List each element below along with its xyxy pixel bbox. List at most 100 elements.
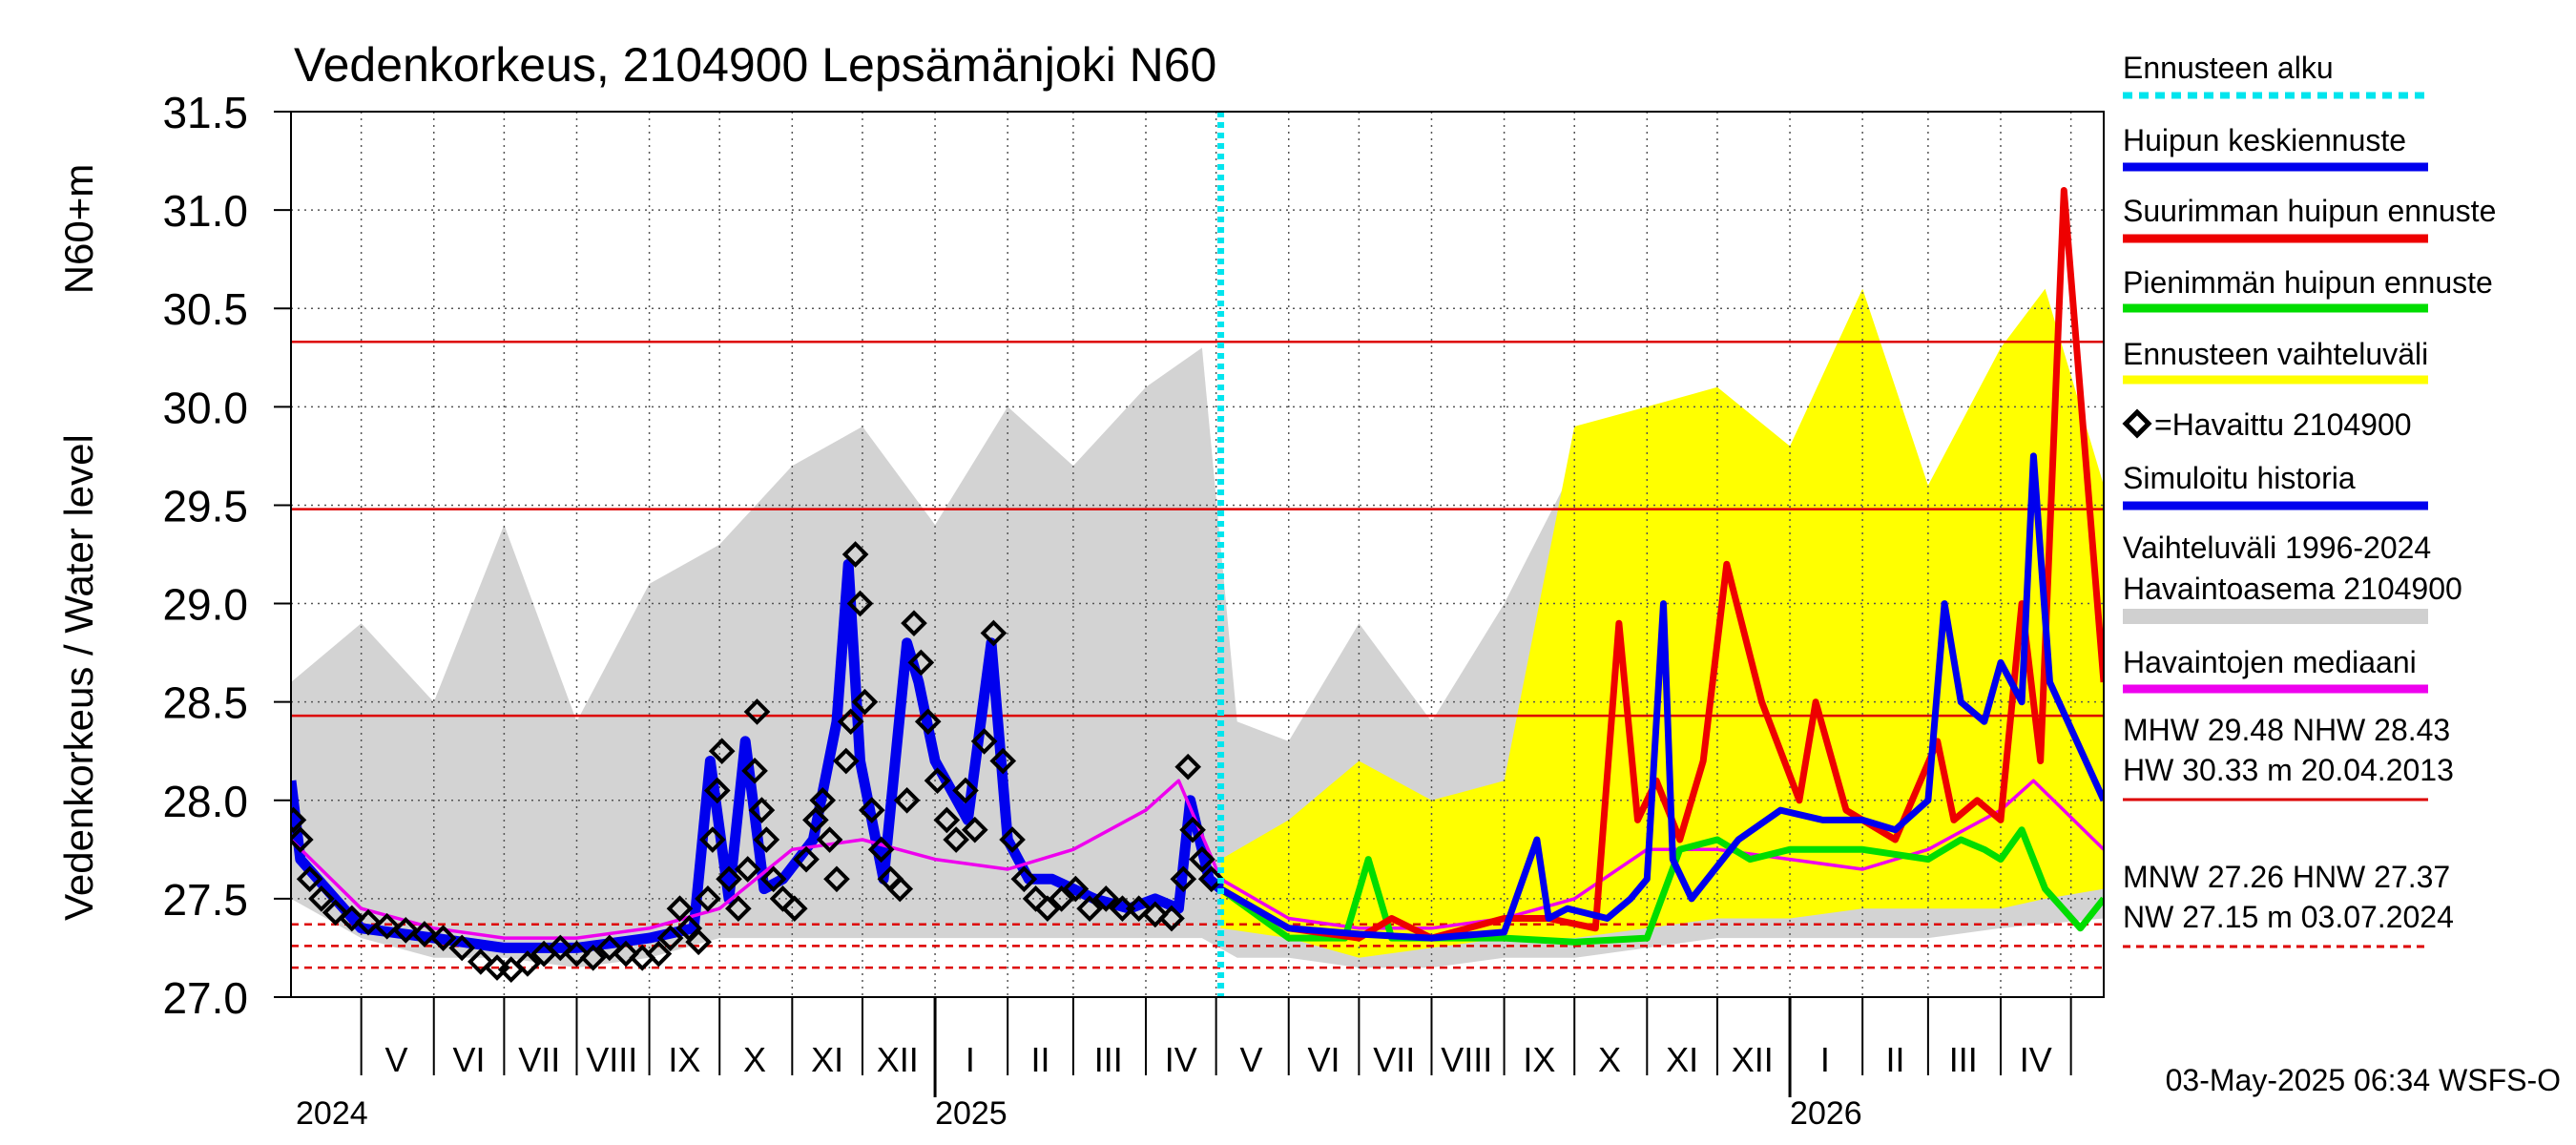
plot-area [291,112,2104,997]
month-label: XII [877,1040,919,1079]
observed-point [743,698,771,725]
legend-label: Huipun keskiennuste [2123,123,2406,157]
observed-point [322,899,349,926]
legend-label: Ennusteen vaihteluväli [2123,337,2428,371]
legend-label: Havaintojen mediaani [2123,645,2417,679]
observed-point [1125,895,1153,923]
observed-point [411,921,438,947]
observed-point [989,747,1017,775]
observed-point [699,826,726,853]
median-line [291,779,2104,940]
observed-point [914,708,942,736]
observed-point [645,940,673,968]
month-label: VIII [1441,1040,1492,1079]
month-label: IV [2020,1040,2052,1079]
y-axis-unit: N60+m [56,164,101,295]
month-label: IV [1165,1040,1197,1079]
observed-point [846,590,874,617]
observed-point [1179,816,1206,843]
month-label: X [743,1040,766,1079]
month-label: VIII [586,1040,637,1079]
month-label: I [966,1040,975,1079]
legend-label: Simuloitu historia [2123,461,2356,495]
observed-point [851,688,879,716]
observed-point [753,826,780,853]
observed-point [1189,845,1215,873]
year-label: 2025 [935,1095,1008,1132]
legend-marker [2122,408,2152,439]
observed-point [1197,865,1225,893]
legend-label: Ennusteen alku [2123,51,2334,85]
observed-point [716,865,742,893]
y-tick-label: 31.5 [162,88,248,137]
observed-point [685,928,712,956]
observed-point [656,925,684,951]
observed-point [886,875,914,903]
legend-label: Suurimman huipun ennuste [2123,194,2496,228]
observed-point [858,797,885,823]
observed-point [802,806,829,834]
observed-point [429,925,457,951]
y-tick-label: 30.5 [162,284,248,334]
month-label: XI [811,1040,843,1079]
observed-point [1092,885,1120,912]
month-label: X [1598,1040,1621,1079]
observed-point [392,917,420,944]
month-label: II [1886,1040,1905,1079]
observed-point [1141,901,1169,928]
observed-point [291,826,314,853]
observed-point [741,758,768,784]
observed-point [1076,895,1103,923]
observed-point [579,944,607,971]
observed-point [563,940,591,968]
observed-point [355,908,382,936]
plot-content [291,112,2104,997]
observed-point [823,865,850,893]
observed-point [291,806,307,834]
y-tick-label: 27.5 [162,875,248,925]
month-label: II [1031,1040,1050,1079]
observed-point [703,777,731,804]
observed-point [1158,905,1185,932]
observed-point [308,885,335,912]
observed-point [893,786,921,814]
stats-text: HW 30.33 m 20.04.2013 [2123,753,2454,787]
month-label: IX [668,1040,700,1079]
observed-point [924,767,951,794]
y-tick-label: 29.5 [162,481,248,531]
month-label: V [1239,1040,1262,1079]
y-tick-label: 28.0 [162,777,248,826]
observed-point [816,826,843,853]
observed-point [809,786,837,814]
legend-label: Havaintoasema 2104900 [2123,572,2462,606]
y-axis-label: Vedenkorkeus / Water level [56,434,101,921]
observed-point [373,912,401,940]
observed-point [933,806,961,834]
observed-point [970,728,998,755]
month-label: VII [518,1040,560,1079]
stats-text: MNW 27.26 HNW 27.37 [2123,860,2450,894]
observed-point [514,950,541,977]
observed-point [867,836,895,864]
month-label: VI [453,1040,486,1079]
observed-point [980,619,1008,647]
observed-point [613,940,639,968]
month-label: III [1949,1040,1978,1079]
observed-point [725,895,752,923]
observed-point [999,826,1026,853]
observed-point [943,826,969,853]
observed-point [666,895,694,923]
month-label: III [1094,1040,1123,1079]
observed-point [961,816,988,843]
axes: 27.0 27.5 28.0 28.5 29.0 29.5 30.0 30.5 31.0 31.5… [162,51,2496,1132]
observed-point [1170,865,1197,893]
observed-point [901,610,927,637]
chart-title: Vedenkorkeus, 2104900 Lepsämänjoki N60 [294,38,1216,92]
observed-point [1010,865,1038,893]
month-label: XII [1732,1040,1774,1079]
max-forecast-line [1218,187,2104,942]
observed-point [338,905,365,932]
legend-label: Vaihteluväli 1996-2024 [2123,531,2431,565]
observed-point [734,856,761,883]
